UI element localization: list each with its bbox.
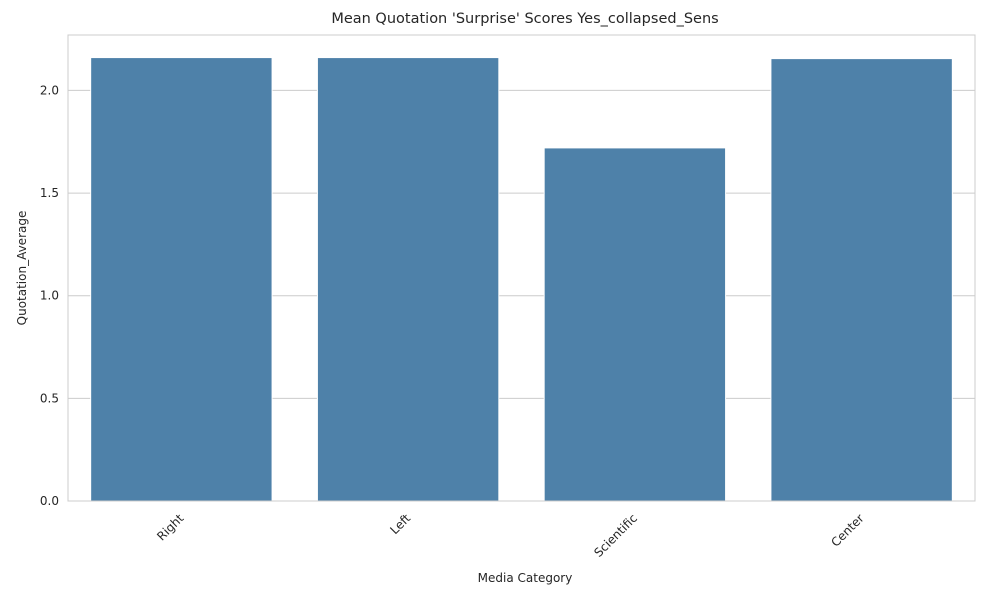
y-tick-label: 0.5: [40, 391, 59, 405]
bar-right: [90, 57, 273, 502]
x-tick-label: Scientific: [591, 511, 640, 560]
x-axis-ticks: Right Left Scientific Center: [154, 511, 867, 560]
bar-scientific: [543, 147, 727, 502]
plot-frame: [67, 34, 976, 502]
bars: [90, 57, 953, 502]
x-tick-label: Right: [154, 511, 186, 543]
bar-center: [770, 58, 953, 502]
bar-left: [316, 57, 500, 502]
y-tick-label: 1.5: [40, 186, 59, 200]
y-axis-ticks: 0.0 0.5 1.0 1.5 2.0: [40, 83, 59, 508]
x-tick-label: Center: [828, 511, 867, 550]
y-tick-label: 1.0: [40, 289, 59, 303]
x-axis-label: Media Category: [478, 571, 573, 585]
y-tick-label: 2.0: [40, 83, 59, 97]
chart-title: Mean Quotation 'Surprise' Scores Yes_col…: [331, 11, 718, 27]
y-tick-label: 0.0: [40, 494, 59, 508]
x-tick-label: Left: [387, 511, 413, 537]
y-axis-label: Quotation_Average: [15, 211, 29, 326]
